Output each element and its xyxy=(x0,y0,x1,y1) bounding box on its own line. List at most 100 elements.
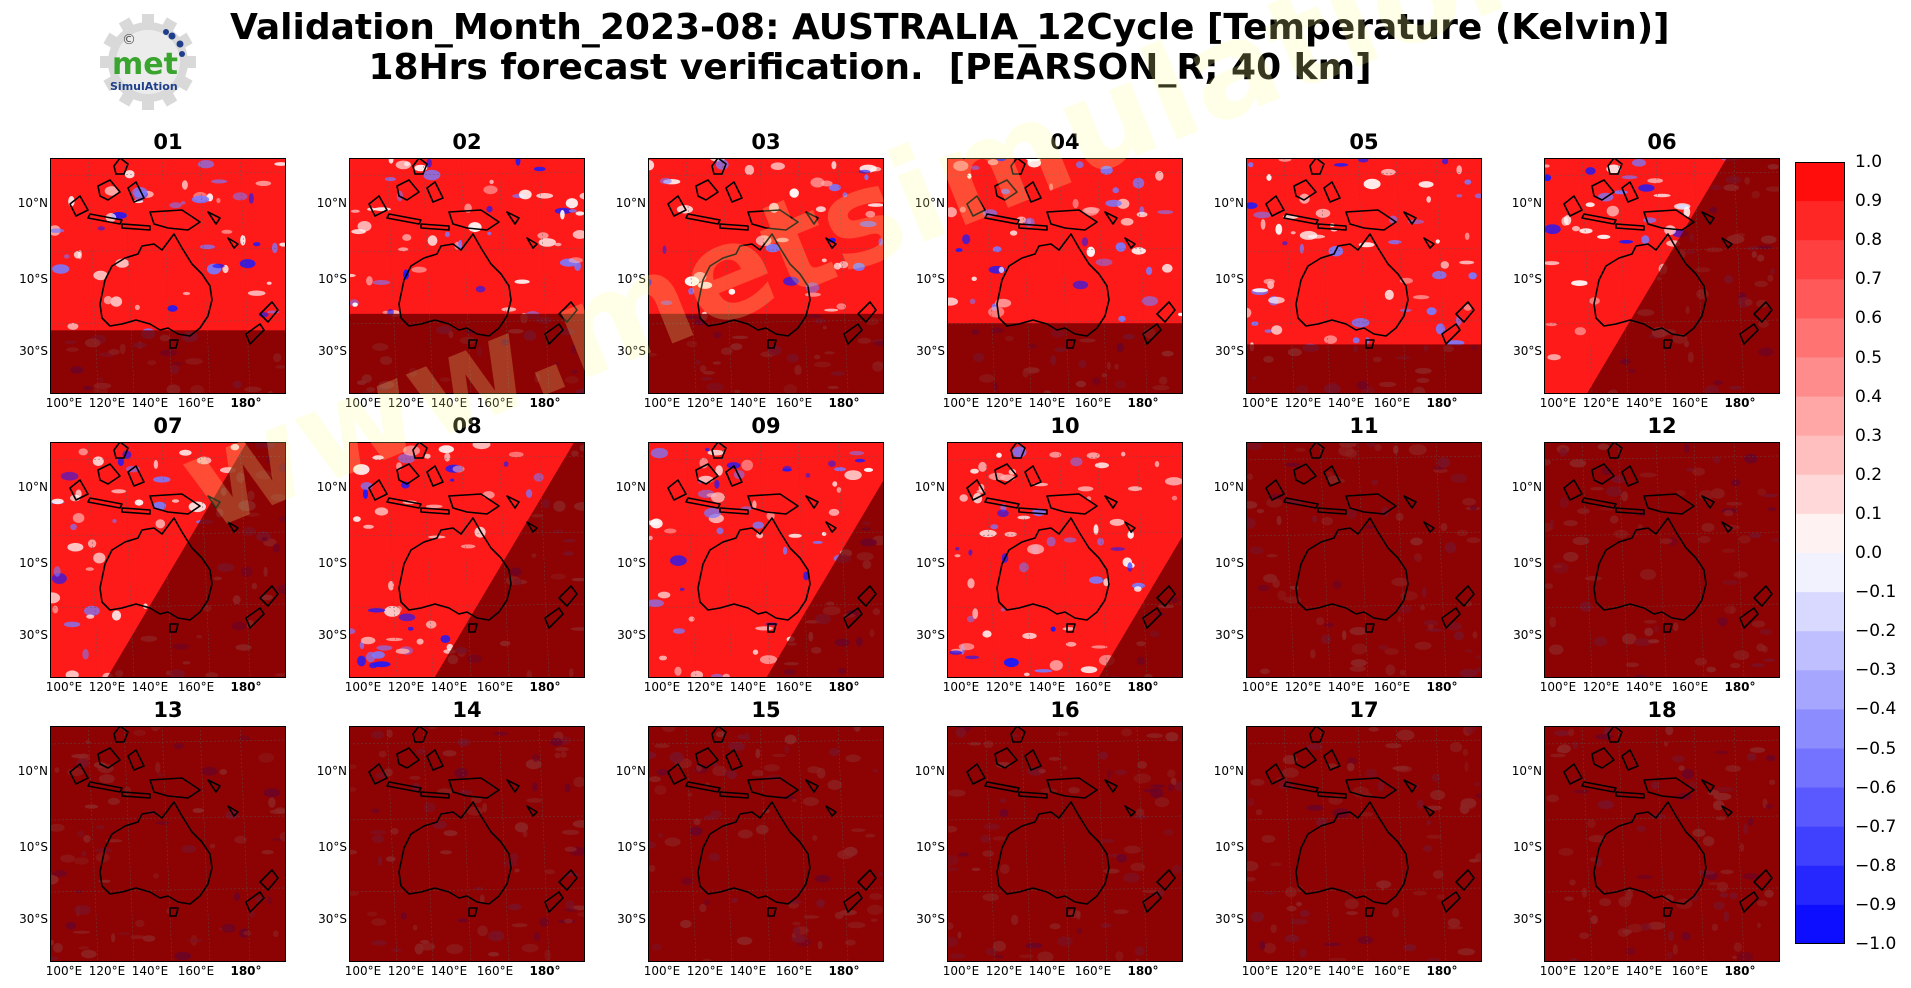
map-panel: 18 10°N 10°S 30°S 100°E 120°E 140°E 160°E 180° xyxy=(1504,698,1800,982)
lon-tick-label: 120°E xyxy=(686,964,724,978)
colorbar-tick-label: −0.8 xyxy=(1855,855,1897,876)
colorbar-segment xyxy=(1795,826,1845,867)
lon-tick-label: 120°E xyxy=(1582,964,1620,978)
panel-title: 10 xyxy=(1050,414,1080,438)
map-panel: 17 10°N 10°S 30°S 100°E 120°E 140°E 160°E 180° xyxy=(1206,698,1502,982)
colorbar-tick-label: 0.9 xyxy=(1855,191,1883,212)
lon-tick-label: 180° xyxy=(1426,680,1458,694)
lon-tick-label: 140°E xyxy=(1028,964,1066,978)
colorbar-segment xyxy=(1795,904,1845,944)
met-simulation-logo: © met SimulAtion xyxy=(100,14,196,110)
lon-tick-label: 160°E xyxy=(1074,396,1112,410)
panel-title: 16 xyxy=(1050,698,1080,722)
colorbar-tick-label: −1.0 xyxy=(1855,934,1897,954)
lat-tick-label: 10°N xyxy=(914,764,945,778)
lon-tick-label: 160°E xyxy=(1671,680,1709,694)
colorbar-segment xyxy=(1795,162,1845,202)
lat-tick-label: 10°N xyxy=(1213,196,1244,210)
lon-tick-label: 120°E xyxy=(686,680,724,694)
map-panel: 16 10°N 10°S 30°S 100°E 120°E 140°E 160°E 180° xyxy=(907,698,1203,982)
correlation-map xyxy=(50,726,286,962)
lon-tick-label: 100°E xyxy=(1241,964,1279,978)
lat-tick-label: 10°N xyxy=(17,480,48,494)
lon-tick-label: 140°E xyxy=(1625,964,1663,978)
lat-tick-label: 30°S xyxy=(1215,912,1244,926)
lat-tick-label: 30°S xyxy=(1215,344,1244,358)
correlation-map xyxy=(50,158,286,394)
lon-tick-label: 180° xyxy=(828,396,860,410)
colorbar-segment xyxy=(1795,865,1845,906)
lat-tick-label: 30°S xyxy=(1215,628,1244,642)
colorbar-segment xyxy=(1795,592,1845,632)
lat-tick-label: 10°S xyxy=(1215,840,1244,854)
lon-tick-label: 140°E xyxy=(1327,396,1365,410)
lon-tick-label: 140°E xyxy=(430,396,468,410)
panel-title: 14 xyxy=(452,698,482,722)
colorbar-tick-label: 1.0 xyxy=(1855,152,1883,172)
map-panel: 12 10°N 10°S 30°S 100°E 120°E 140°E 160°E 180° xyxy=(1504,414,1800,698)
lon-tick-label: 140°E xyxy=(1327,964,1365,978)
colorbar-segment xyxy=(1795,670,1845,710)
lat-tick-label: 10°S xyxy=(1215,272,1244,286)
lon-tick-label: 160°E xyxy=(1074,680,1112,694)
lat-tick-label: 10°N xyxy=(17,764,48,778)
correlation-map xyxy=(947,158,1183,394)
lon-tick-label: 160°E xyxy=(177,396,215,410)
lon-tick-label: 120°E xyxy=(1582,396,1620,410)
lon-tick-label: 140°E xyxy=(1028,396,1066,410)
colorbar-tick-label: 0.8 xyxy=(1855,230,1883,251)
colorbar-tick-label: −0.6 xyxy=(1855,777,1897,798)
lon-tick-label: 120°E xyxy=(1284,964,1322,978)
lon-tick-label: 120°E xyxy=(88,396,126,410)
colorbar-tick-label: −0.3 xyxy=(1855,660,1897,681)
lat-tick-label: 10°S xyxy=(617,272,646,286)
lat-tick-label: 30°S xyxy=(617,912,646,926)
map-panel: 08 10°N 10°S 30°S 100°E 120°E 140°E 160°E 180° xyxy=(309,414,605,698)
colorbar-tick-label: 0.6 xyxy=(1855,308,1883,329)
lat-tick-label: 10°N xyxy=(1511,480,1542,494)
correlation-map xyxy=(648,726,884,962)
lat-tick-label: 10°S xyxy=(19,556,48,570)
lon-tick-label: 140°E xyxy=(729,396,767,410)
lon-tick-label: 120°E xyxy=(1284,680,1322,694)
lat-tick-label: 10°N xyxy=(914,196,945,210)
lon-tick-label: 180° xyxy=(1724,964,1756,978)
lon-tick-label: 140°E xyxy=(430,964,468,978)
lon-tick-label: 100°E xyxy=(45,964,83,978)
lon-tick-label: 160°E xyxy=(476,396,514,410)
colorbar-tick-label: 0.3 xyxy=(1855,425,1883,446)
lat-tick-label: 30°S xyxy=(19,912,48,926)
panel-title: 13 xyxy=(153,698,183,722)
lat-tick-label: 30°S xyxy=(19,628,48,642)
lon-tick-label: 140°E xyxy=(131,396,169,410)
lon-tick-label: 180° xyxy=(230,680,262,694)
lon-tick-label: 140°E xyxy=(430,680,468,694)
map-panel: 10 10°N 10°S 30°S 100°E 120°E 140°E 160°E 180° xyxy=(907,414,1203,698)
lon-tick-label: 100°E xyxy=(1539,964,1577,978)
panel-title: 01 xyxy=(153,130,183,154)
lat-tick-label: 30°S xyxy=(617,628,646,642)
colorbar-segment xyxy=(1795,748,1845,789)
lon-tick-label: 120°E xyxy=(985,964,1023,978)
lat-tick-label: 10°S xyxy=(1215,556,1244,570)
colorbar-segment xyxy=(1795,201,1845,241)
panel-title: 11 xyxy=(1349,414,1379,438)
colorbar-tick-label: 0.1 xyxy=(1855,503,1883,524)
lon-tick-label: 160°E xyxy=(1373,964,1411,978)
lon-tick-label: 140°E xyxy=(1028,680,1066,694)
lon-tick-label: 100°E xyxy=(1539,680,1577,694)
map-panel: 09 10°N 10°S 30°S 100°E 120°E 140°E 160°E 180° xyxy=(608,414,904,698)
lon-tick-label: 160°E xyxy=(476,680,514,694)
correlation-map xyxy=(349,726,585,962)
lon-tick-label: 120°E xyxy=(985,680,1023,694)
lon-tick-label: 100°E xyxy=(344,680,382,694)
lat-tick-label: 10°S xyxy=(19,840,48,854)
map-panel: 13 10°N 10°S 30°S 100°E 120°E 140°E 160°E 180° xyxy=(10,698,306,982)
lon-tick-label: 120°E xyxy=(88,680,126,694)
map-panel: 15 10°N 10°S 30°S 100°E 120°E 140°E 160°E 180° xyxy=(608,698,904,982)
lon-tick-label: 160°E xyxy=(1373,396,1411,410)
lon-tick-label: 180° xyxy=(1127,396,1159,410)
correlation-map xyxy=(648,158,884,394)
lon-tick-label: 100°E xyxy=(45,680,83,694)
lon-tick-label: 160°E xyxy=(476,964,514,978)
